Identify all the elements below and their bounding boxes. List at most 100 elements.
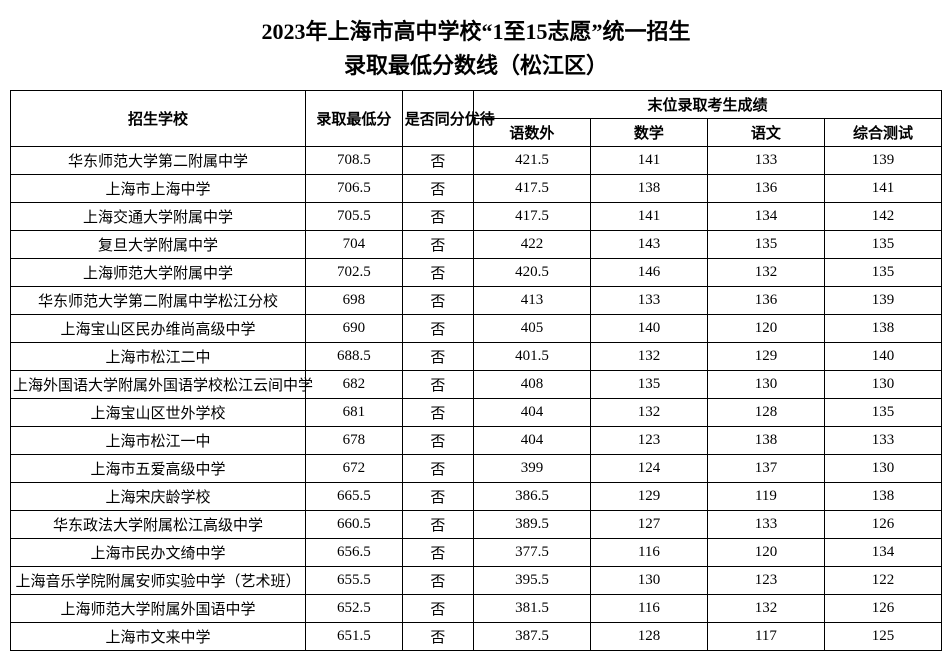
cell-math: 141 [590,147,707,175]
table-row: 上海交通大学附属中学705.5否417.5141134142 [11,203,942,231]
cell-chi: 135 [707,231,824,259]
table-row: 华东政法大学附属松江高级中学660.5否389.5127133126 [11,511,942,539]
cell-same: 否 [402,623,473,651]
cell-comp: 134 [824,539,941,567]
cell-chi: 123 [707,567,824,595]
cell-school: 上海音乐学院附属安师实验中学（艺术班） [11,567,306,595]
cell-comp: 138 [824,483,941,511]
cell-school: 华东师范大学第二附属中学松江分校 [11,287,306,315]
table-row: 上海师范大学附属外国语中学652.5否381.5116132126 [11,595,942,623]
cell-same: 否 [402,483,473,511]
cell-school: 上海市松江一中 [11,427,306,455]
cell-comp: 122 [824,567,941,595]
cell-ysw: 404 [473,427,590,455]
cell-chi: 136 [707,287,824,315]
header-math: 数学 [590,119,707,147]
table-row: 上海外国语大学附属外国语学校松江云间中学682否408135130130 [11,371,942,399]
cell-same: 否 [402,231,473,259]
cell-comp: 135 [824,259,941,287]
cell-comp: 140 [824,343,941,371]
cell-chi: 136 [707,175,824,203]
cell-ysw: 422 [473,231,590,259]
cell-school: 复旦大学附属中学 [11,231,306,259]
cell-min: 682 [306,371,403,399]
header-school: 招生学校 [11,91,306,147]
cell-same: 否 [402,287,473,315]
cell-min: 705.5 [306,203,403,231]
cell-school: 华东师范大学第二附属中学 [11,147,306,175]
cell-same: 否 [402,175,473,203]
cell-chi: 120 [707,315,824,343]
cell-comp: 133 [824,427,941,455]
cell-min: 651.5 [306,623,403,651]
cell-chi: 129 [707,343,824,371]
cell-min: 652.5 [306,595,403,623]
header-chinese: 语文 [707,119,824,147]
header-same-score: 是否同分优待 [402,91,473,147]
cell-school: 上海师范大学附属外国语中学 [11,595,306,623]
cell-math: 146 [590,259,707,287]
cell-math: 127 [590,511,707,539]
cell-math: 140 [590,315,707,343]
table-row: 上海市民办文绮中学656.5否377.5116120134 [11,539,942,567]
cell-school: 上海师范大学附属中学 [11,259,306,287]
cell-math: 143 [590,231,707,259]
table-row: 上海宝山区世外学校681否404132128135 [11,399,942,427]
cell-ysw: 399 [473,455,590,483]
cell-chi: 137 [707,455,824,483]
cell-ysw: 421.5 [473,147,590,175]
cell-same: 否 [402,511,473,539]
table-row: 上海音乐学院附属安师实验中学（艺术班）655.5否395.5130123122 [11,567,942,595]
cell-school: 上海市上海中学 [11,175,306,203]
cell-ysw: 417.5 [473,175,590,203]
cell-min: 655.5 [306,567,403,595]
cell-math: 116 [590,539,707,567]
cell-chi: 119 [707,483,824,511]
cell-school: 上海外国语大学附属外国语学校松江云间中学 [11,371,306,399]
cell-min: 688.5 [306,343,403,371]
cell-school: 上海交通大学附属中学 [11,203,306,231]
table-row: 华东师范大学第二附属中学708.5否421.5141133139 [11,147,942,175]
cell-comp: 142 [824,203,941,231]
cell-chi: 117 [707,623,824,651]
cell-comp: 139 [824,147,941,175]
cell-min: 678 [306,427,403,455]
cell-min: 656.5 [306,539,403,567]
cell-math: 133 [590,287,707,315]
cell-ysw: 404 [473,399,590,427]
cell-school: 华东政法大学附属松江高级中学 [11,511,306,539]
cell-same: 否 [402,147,473,175]
cell-math: 128 [590,623,707,651]
page-title-line2: 录取最低分数线（松江区） [10,48,942,80]
cell-comp: 135 [824,231,941,259]
cell-school: 上海宝山区世外学校 [11,399,306,427]
cell-ysw: 386.5 [473,483,590,511]
cell-min: 665.5 [306,483,403,511]
cell-same: 否 [402,399,473,427]
cell-math: 129 [590,483,707,511]
header-comp: 综合测试 [824,119,941,147]
cell-school: 上海市文来中学 [11,623,306,651]
cell-same: 否 [402,343,473,371]
cell-comp: 138 [824,315,941,343]
cell-same: 否 [402,539,473,567]
cell-min: 698 [306,287,403,315]
table-row: 上海市文来中学651.5否387.5128117125 [11,623,942,651]
cell-comp: 126 [824,595,941,623]
cell-same: 否 [402,315,473,343]
cell-math: 138 [590,175,707,203]
cell-chi: 133 [707,147,824,175]
cell-comp: 135 [824,399,941,427]
cell-chi: 134 [707,203,824,231]
cell-chi: 133 [707,511,824,539]
cell-comp: 130 [824,455,941,483]
table-row: 上海市松江二中688.5否401.5132129140 [11,343,942,371]
cell-ysw: 420.5 [473,259,590,287]
header-last-scores-group: 末位录取考生成绩 [473,91,941,119]
cell-math: 135 [590,371,707,399]
cell-ysw: 408 [473,371,590,399]
cell-math: 132 [590,343,707,371]
cell-ysw: 387.5 [473,623,590,651]
cell-chi: 120 [707,539,824,567]
cell-school: 上海市五爱高级中学 [11,455,306,483]
